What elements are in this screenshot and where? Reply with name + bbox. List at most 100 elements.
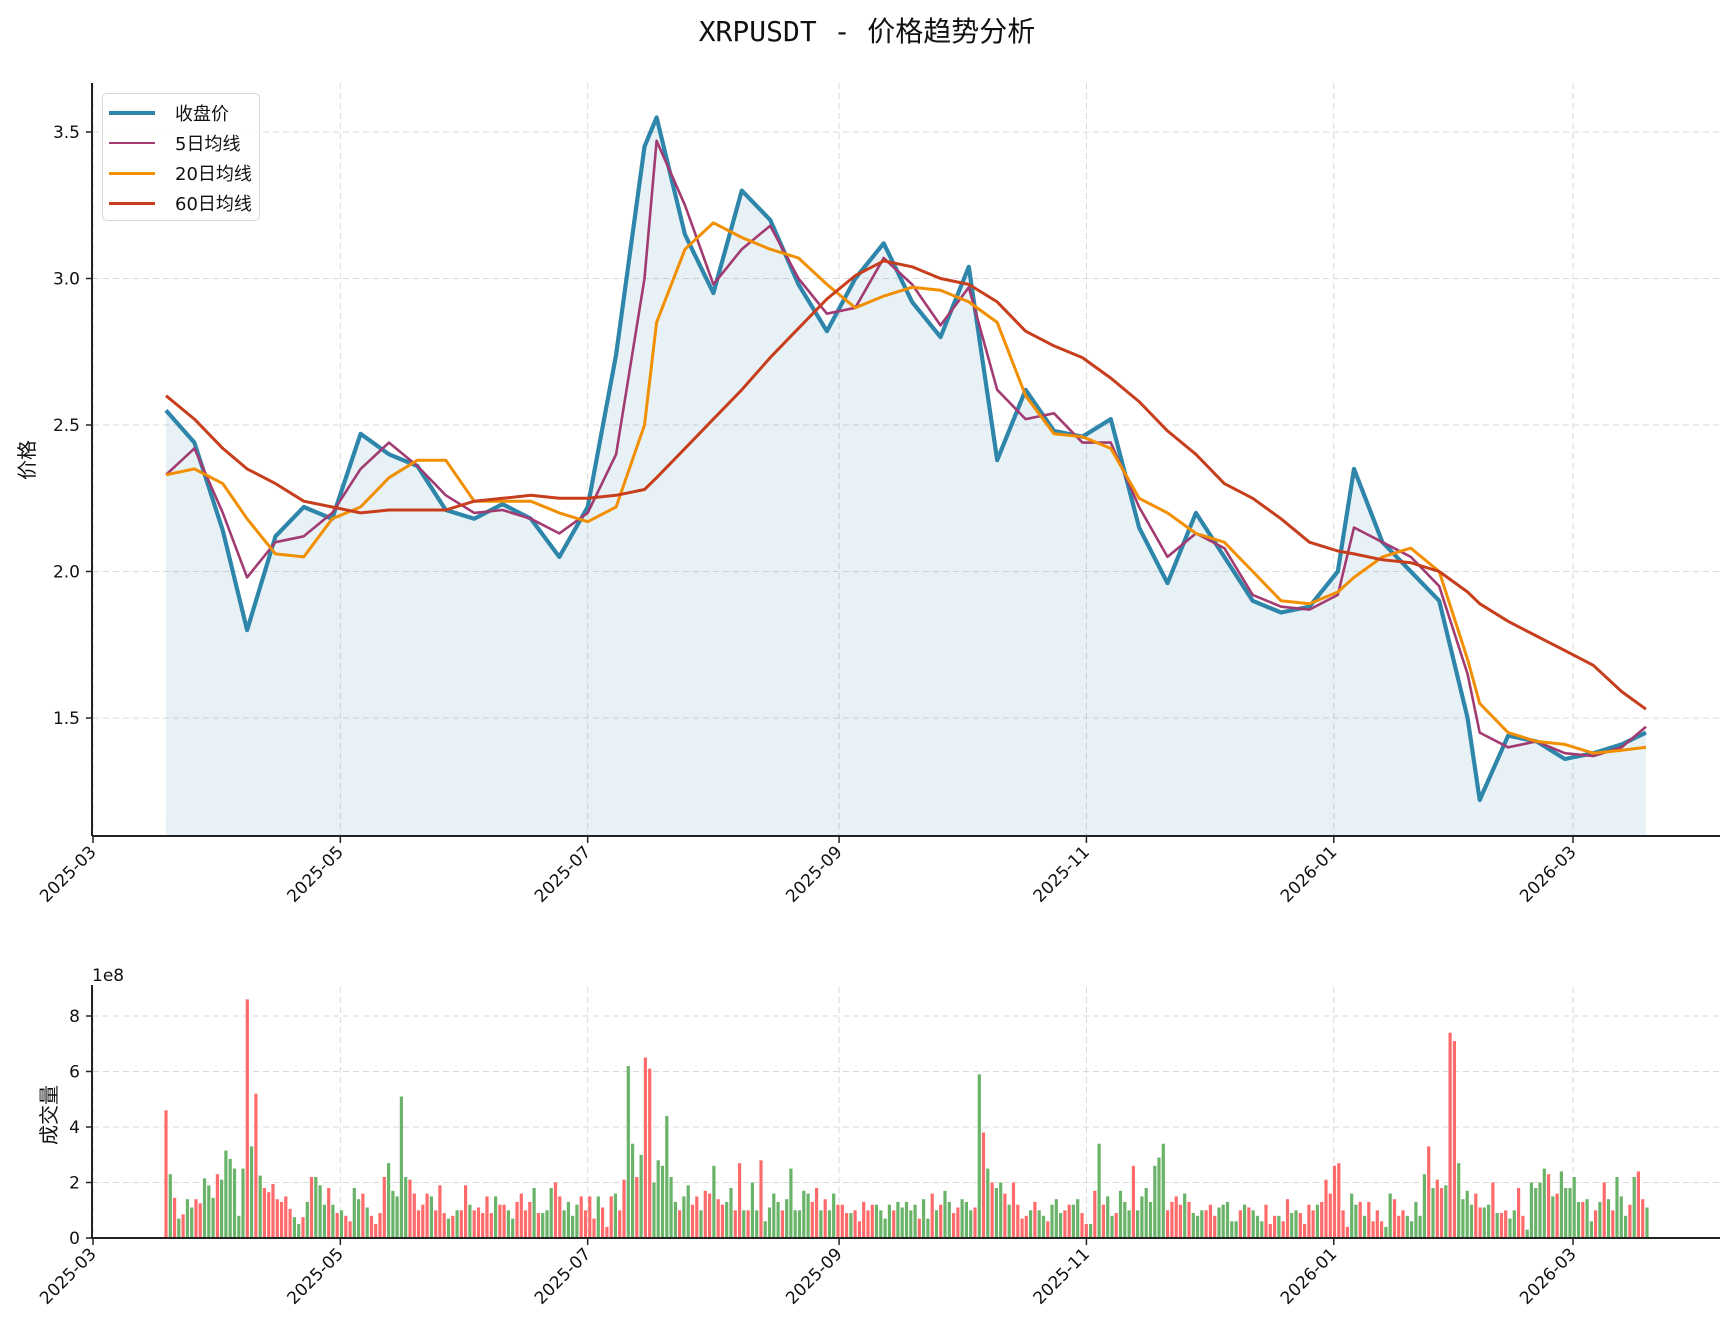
volume-bar: [408, 1179, 412, 1238]
legend-swatch-ma20: [109, 171, 155, 175]
volume-bar: [455, 1210, 459, 1239]
volume-bar: [1345, 1226, 1349, 1238]
volume-bar: [1234, 1221, 1238, 1238]
volume-bar: [1371, 1221, 1375, 1238]
y-offset-label: 1e8: [92, 966, 124, 986]
volume-bar: [1362, 1215, 1367, 1238]
volume-bar: [228, 1158, 232, 1238]
volume-bar: [297, 1224, 301, 1238]
y-tick-label: 2.0: [53, 563, 80, 583]
volume-bar: [391, 1190, 395, 1238]
volume-bar: [1624, 1215, 1628, 1238]
ma60-line: [165, 259, 1647, 711]
volume-bar: [1431, 1188, 1435, 1238]
volume-bar: [1401, 1210, 1405, 1239]
volume-bar: [1354, 1204, 1358, 1238]
volume-bar: [1191, 1213, 1195, 1238]
x-tick-label: 2025-09: [782, 842, 846, 906]
volume-bar: [1071, 1204, 1075, 1238]
volume-bar: [1337, 1163, 1341, 1238]
volume-bar: [1542, 1168, 1546, 1238]
x-tick-label: 2025-09: [782, 1244, 846, 1308]
volume-bar: [1439, 1188, 1444, 1238]
volume-bar: [344, 1215, 348, 1238]
volume-bar: [819, 1210, 823, 1239]
volume-bar: [1273, 1215, 1277, 1238]
volume-bar: [930, 1193, 934, 1238]
volume-bar: [1050, 1204, 1054, 1238]
volume-bar: [952, 1213, 956, 1238]
y-tick-label: 2.5: [53, 416, 80, 436]
volume-bar: [665, 1115, 669, 1238]
legend-swatch-close: [109, 111, 155, 115]
volume-bar: [421, 1204, 425, 1238]
volume-bar: [374, 1224, 378, 1238]
volume-bar: [708, 1193, 712, 1238]
volume-bar: [1247, 1207, 1251, 1238]
volume-bar: [494, 1196, 498, 1238]
legend-swatch-ma5: [109, 142, 155, 144]
volume-bar: [870, 1204, 874, 1238]
volume-bar: [502, 1204, 506, 1238]
volume-bar: [1268, 1224, 1272, 1238]
volume-bar: [1161, 1143, 1165, 1238]
volume-bar: [1375, 1210, 1379, 1239]
volume-bar: [1140, 1196, 1144, 1238]
volume-bar: [207, 1185, 211, 1238]
volume-bar: [177, 1218, 181, 1238]
volume-bar: [1046, 1221, 1050, 1238]
volume-bar: [1080, 1213, 1084, 1238]
volume-bar: [1106, 1196, 1110, 1238]
volume-bar: [776, 1201, 780, 1238]
volume-bar: [1063, 1210, 1067, 1239]
volume-bar: [609, 1196, 613, 1238]
x-tick-label: 2025-05: [284, 842, 348, 906]
volume-bar: [853, 1210, 857, 1239]
volume-bar: [588, 1196, 592, 1238]
volume-bar: [969, 1210, 973, 1239]
volume-bar: [395, 1196, 399, 1238]
volume-bar: [1174, 1196, 1178, 1238]
volume-bar: [1260, 1221, 1264, 1238]
volume-bar: [1251, 1210, 1255, 1239]
y-tick-label: 3.0: [53, 270, 80, 290]
volume-bar: [267, 1192, 271, 1238]
volume-bar: [245, 999, 249, 1238]
volume-bar: [284, 1196, 288, 1238]
volume-bar: [690, 1204, 695, 1238]
volume-bar: [1238, 1210, 1242, 1239]
volume-bar: [712, 1165, 716, 1238]
volume-bar: [220, 1179, 224, 1238]
volume-bar: [202, 1178, 207, 1238]
volume-bar: [1529, 1182, 1533, 1238]
y-axis-label: 成交量: [37, 1085, 61, 1145]
volume-bar: [476, 1207, 481, 1238]
volume-bar: [656, 1160, 660, 1238]
volume-bar: [738, 1163, 742, 1238]
volume-bar: [1114, 1213, 1118, 1238]
volume-bar: [1307, 1204, 1311, 1238]
volume-bar: [185, 1199, 189, 1238]
legend-label: 收盘价: [175, 104, 229, 125]
volume-bar: [986, 1168, 990, 1238]
volume-bar: [1341, 1210, 1345, 1239]
ma5-line: [165, 139, 1647, 758]
volume-bar: [1499, 1213, 1504, 1238]
volume-bar: [322, 1204, 326, 1238]
volume-bar: [1290, 1213, 1294, 1238]
y-tick-label: 8: [69, 1007, 80, 1027]
volume-bar: [536, 1213, 540, 1238]
volume-bar: [1521, 1215, 1525, 1238]
volume-bar: [1157, 1157, 1161, 1238]
volume-bar: [917, 1218, 921, 1238]
x-tick-label: 2025-03: [36, 842, 100, 906]
volume-bar: [720, 1204, 724, 1238]
volume-bar: [1131, 1165, 1135, 1238]
volume-bar: [1615, 1177, 1619, 1238]
volume-bar: [404, 1177, 408, 1238]
volume-bar: [1033, 1201, 1037, 1238]
volume-bar: [352, 1188, 356, 1238]
volume-bar: [1067, 1204, 1071, 1238]
volume-bar: [1397, 1215, 1401, 1238]
